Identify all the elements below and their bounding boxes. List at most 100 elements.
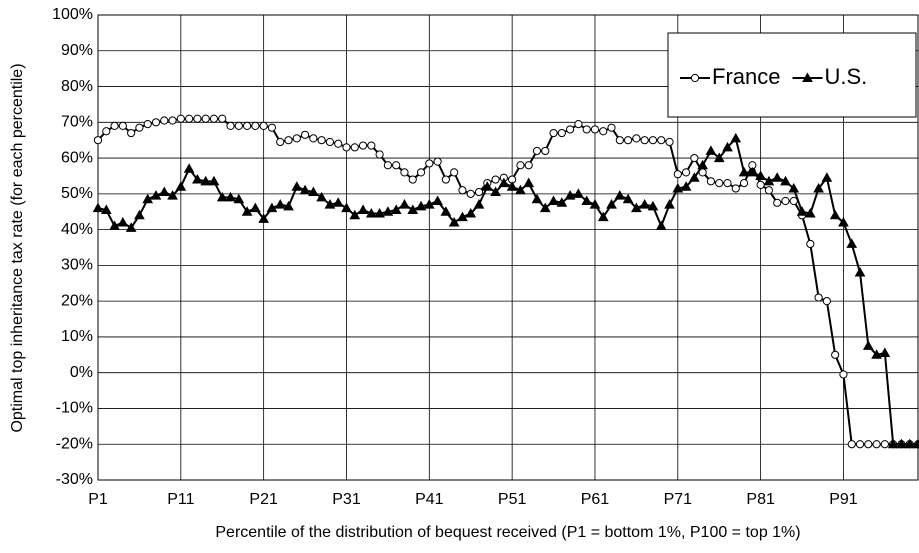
marker [243, 122, 250, 129]
marker [600, 128, 607, 135]
marker [400, 200, 409, 208]
marker [376, 151, 383, 158]
x-tick-label: P81 [746, 491, 775, 508]
legend-box [668, 33, 916, 117]
marker [103, 128, 110, 135]
y-tick-label: 90% [61, 42, 93, 59]
marker [698, 161, 707, 169]
marker [574, 189, 583, 197]
marker [832, 351, 839, 358]
marker [160, 188, 169, 196]
marker [847, 239, 856, 247]
marker [252, 122, 259, 129]
marker [442, 176, 449, 183]
marker [641, 137, 648, 144]
marker [542, 147, 549, 154]
x-tick-label: P61 [581, 491, 610, 508]
marker [176, 182, 185, 190]
marker [194, 115, 201, 122]
marker [202, 115, 209, 122]
marker [169, 117, 176, 124]
marker [392, 205, 401, 213]
marker [550, 129, 557, 136]
y-tick-label: -20% [56, 435, 93, 452]
marker [815, 294, 822, 301]
marker [848, 441, 855, 448]
y-tick-label: -10% [56, 400, 93, 417]
series-line [98, 119, 918, 445]
y-tick-label: 80% [61, 78, 93, 95]
marker [823, 298, 830, 305]
marker [657, 222, 666, 230]
marker [525, 162, 532, 169]
marker [533, 147, 540, 154]
marker [285, 137, 292, 144]
marker [459, 187, 466, 194]
marker [94, 204, 103, 212]
marker [359, 205, 368, 213]
x-tick-label: P41 [415, 491, 444, 508]
marker [118, 218, 127, 226]
marker [583, 126, 590, 133]
marker [665, 200, 674, 208]
marker [301, 131, 308, 138]
marker [235, 122, 242, 129]
marker [260, 122, 267, 129]
x-tick-label: P91 [829, 491, 858, 508]
y-tick-label: 20% [61, 292, 93, 309]
marker [757, 181, 764, 188]
marker [856, 441, 863, 448]
marker [251, 204, 260, 212]
y-tick-label: 50% [61, 185, 93, 202]
marker [707, 178, 714, 185]
x-axis-title: Percentile of the distribution of beques… [215, 524, 800, 541]
marker [873, 441, 880, 448]
marker [691, 74, 698, 81]
marker [674, 171, 681, 178]
marker [881, 441, 888, 448]
marker [434, 158, 441, 165]
marker [152, 119, 159, 126]
marker [716, 180, 723, 187]
marker [615, 191, 624, 199]
marker [359, 142, 366, 149]
marker [625, 137, 632, 144]
marker [782, 197, 789, 204]
marker [144, 120, 151, 127]
marker [864, 341, 873, 349]
y-axis-title: Optimal top inheritance tax rate (for ea… [9, 63, 26, 432]
legend-label: France [712, 64, 780, 89]
marker [532, 195, 541, 203]
x-tick-label: P11 [167, 491, 194, 508]
marker [691, 154, 698, 161]
marker [219, 115, 226, 122]
marker [773, 173, 782, 181]
marker [591, 126, 598, 133]
marker [401, 169, 408, 176]
marker [732, 185, 739, 192]
series-line [98, 138, 918, 444]
marker [128, 129, 135, 136]
marker [177, 115, 184, 122]
marker [649, 137, 656, 144]
marker [475, 188, 482, 195]
marker [326, 138, 333, 145]
marker [666, 138, 673, 145]
marker [822, 173, 831, 181]
marker [417, 169, 424, 176]
marker [524, 179, 533, 187]
x-tick-label: P21 [249, 491, 278, 508]
marker [451, 169, 458, 176]
marker [210, 115, 217, 122]
marker [633, 135, 640, 142]
marker [856, 268, 865, 276]
x-tick-label: P51 [498, 491, 527, 508]
marker [865, 441, 872, 448]
marker [774, 199, 781, 206]
marker [731, 134, 740, 142]
marker [831, 211, 840, 219]
marker [94, 137, 101, 144]
y-tick-label: -30% [56, 471, 93, 488]
y-tick-label: 0% [70, 364, 93, 381]
